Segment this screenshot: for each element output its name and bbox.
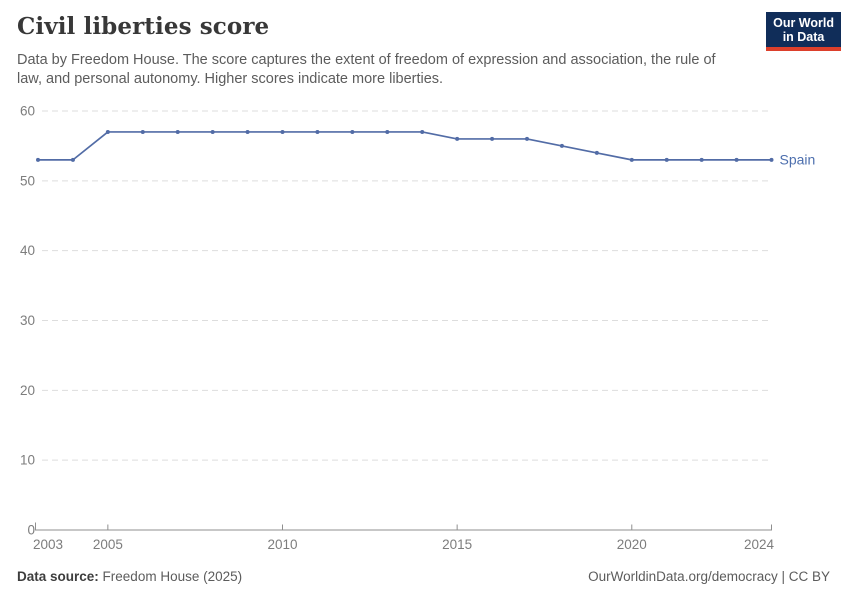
data-point (559, 143, 564, 148)
data-point (769, 157, 774, 162)
chart-subtitle: Data by Freedom House. The score capture… (17, 52, 716, 87)
x-axis-tick-label: 2005 (93, 537, 123, 552)
data-point (105, 129, 110, 134)
page-title: Civil liberties score (17, 13, 270, 40)
data-source-note: Data source: Freedom House (2025) (17, 569, 242, 584)
y-axis-tick-label: 30 (20, 313, 35, 328)
data-point (699, 157, 704, 162)
x-axis-tick-label: 2024 (744, 537, 775, 552)
data-point (245, 129, 250, 134)
data-point (490, 136, 495, 141)
owid-logo: Our World in Data (766, 12, 841, 51)
data-point (140, 129, 145, 134)
data-point (350, 129, 355, 134)
x-axis-tick-label: 2010 (267, 537, 297, 552)
entity-end-label: Spain (780, 151, 816, 167)
data-source-label: Data source: (17, 569, 99, 584)
owid-logo-line1: Our World (773, 16, 834, 30)
data-point (315, 129, 320, 134)
data-point (385, 129, 390, 134)
x-axis-tick-label: 2015 (442, 537, 472, 552)
data-source-value: Freedom House (2025) (102, 569, 243, 584)
data-point (525, 136, 529, 141)
data-point (420, 129, 425, 134)
owid-url-license: OurWorldinData.org/democracy | CC BY (588, 569, 830, 584)
y-axis-tick-label: 20 (20, 383, 35, 398)
data-point (210, 129, 215, 134)
y-axis-tick-label: 40 (20, 243, 35, 258)
x-axis-tick-label: 2020 (617, 537, 647, 552)
series-line-spain (37, 131, 773, 161)
data-point (175, 129, 180, 134)
owid-logo-line2: in Data (782, 30, 825, 44)
y-axis-tick-label: 10 (20, 453, 35, 468)
data-point (664, 157, 669, 162)
y-axis-tick-label: 50 (20, 173, 35, 188)
data-point (629, 157, 634, 162)
data-point (594, 150, 599, 155)
data-point (70, 157, 75, 162)
x-axis-tick-label: 2003 (33, 537, 63, 552)
y-axis-tick-label: 0 (27, 523, 35, 538)
data-point (36, 157, 40, 162)
data-point (734, 157, 739, 162)
data-point (280, 129, 285, 134)
data-point (455, 136, 460, 141)
y-axis-tick-label: 60 (20, 104, 35, 119)
